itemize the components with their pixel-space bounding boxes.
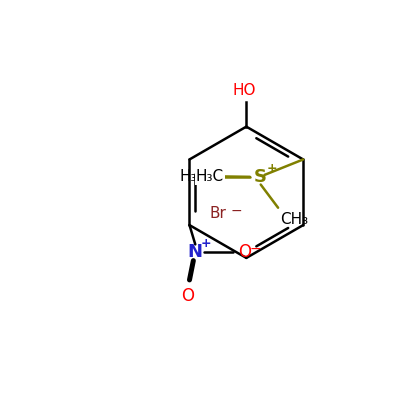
- Text: HO: HO: [233, 84, 256, 98]
- Text: O: O: [238, 243, 251, 261]
- Text: +: +: [201, 237, 212, 250]
- Text: H₃C: H₃C: [179, 169, 208, 184]
- Text: N: N: [188, 243, 203, 261]
- Text: H₃C: H₃C: [196, 169, 224, 184]
- Text: O: O: [181, 287, 194, 305]
- Text: H: H: [193, 169, 205, 184]
- Text: S: S: [254, 168, 267, 186]
- Text: CH₃: CH₃: [280, 212, 308, 226]
- Text: Br: Br: [210, 206, 227, 221]
- Text: −: −: [249, 242, 261, 256]
- Text: −: −: [230, 204, 242, 218]
- Text: H: H: [195, 169, 207, 184]
- Text: +: +: [266, 162, 277, 175]
